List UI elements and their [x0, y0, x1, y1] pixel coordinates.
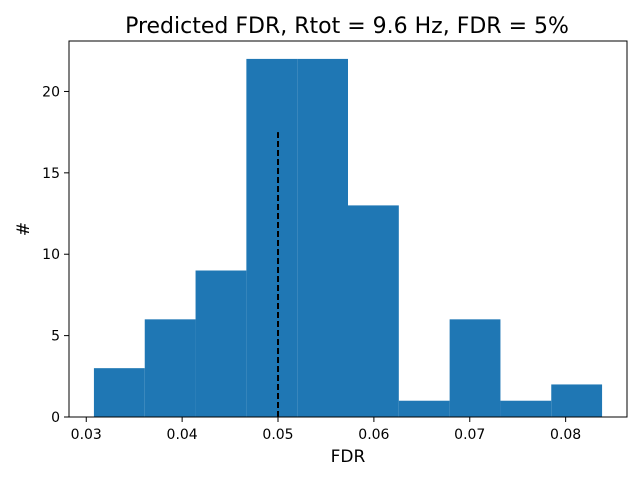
- x-tick-label: 0.08: [550, 427, 581, 443]
- chart-title: Predicted FDR, Rtot = 9.6 Hz, FDR = 5%: [125, 14, 569, 39]
- y-tick-label: 10: [42, 247, 60, 263]
- x-ticks-group: 0.03 0.04 0.05 0.06 0.07 0.08: [71, 417, 581, 443]
- x-tick-label: 0.05: [262, 427, 293, 443]
- x-axis-label: FDR: [331, 447, 366, 467]
- x-tick-label: 0.04: [167, 427, 198, 443]
- x-tick-label: 0.06: [358, 427, 389, 443]
- y-tick-label: 0: [51, 410, 60, 426]
- x-tick-label: 0.07: [454, 427, 485, 443]
- histogram-bar: [398, 400, 450, 417]
- x-tick-label: 0.03: [71, 427, 102, 443]
- y-tick-label: 5: [51, 329, 60, 345]
- histogram-bar: [500, 400, 552, 417]
- histogram-bar: [144, 319, 196, 417]
- bars-group: [93, 58, 603, 418]
- histogram-bar: [449, 319, 501, 417]
- y-axis-label: #: [14, 222, 34, 236]
- y-tick-label: 15: [42, 166, 60, 182]
- histogram-bar: [348, 205, 399, 417]
- plot-frame: [68, 40, 628, 418]
- histogram-bar: [246, 58, 298, 418]
- histogram-bar: [93, 368, 145, 417]
- y-tick-label: 20: [42, 84, 60, 100]
- histogram-bar: [297, 58, 348, 418]
- histogram-bar: [551, 384, 603, 417]
- axes-group: [68, 40, 628, 418]
- y-ticks-group: 0 5 10 15 20: [42, 84, 69, 426]
- histogram-bar: [195, 270, 247, 417]
